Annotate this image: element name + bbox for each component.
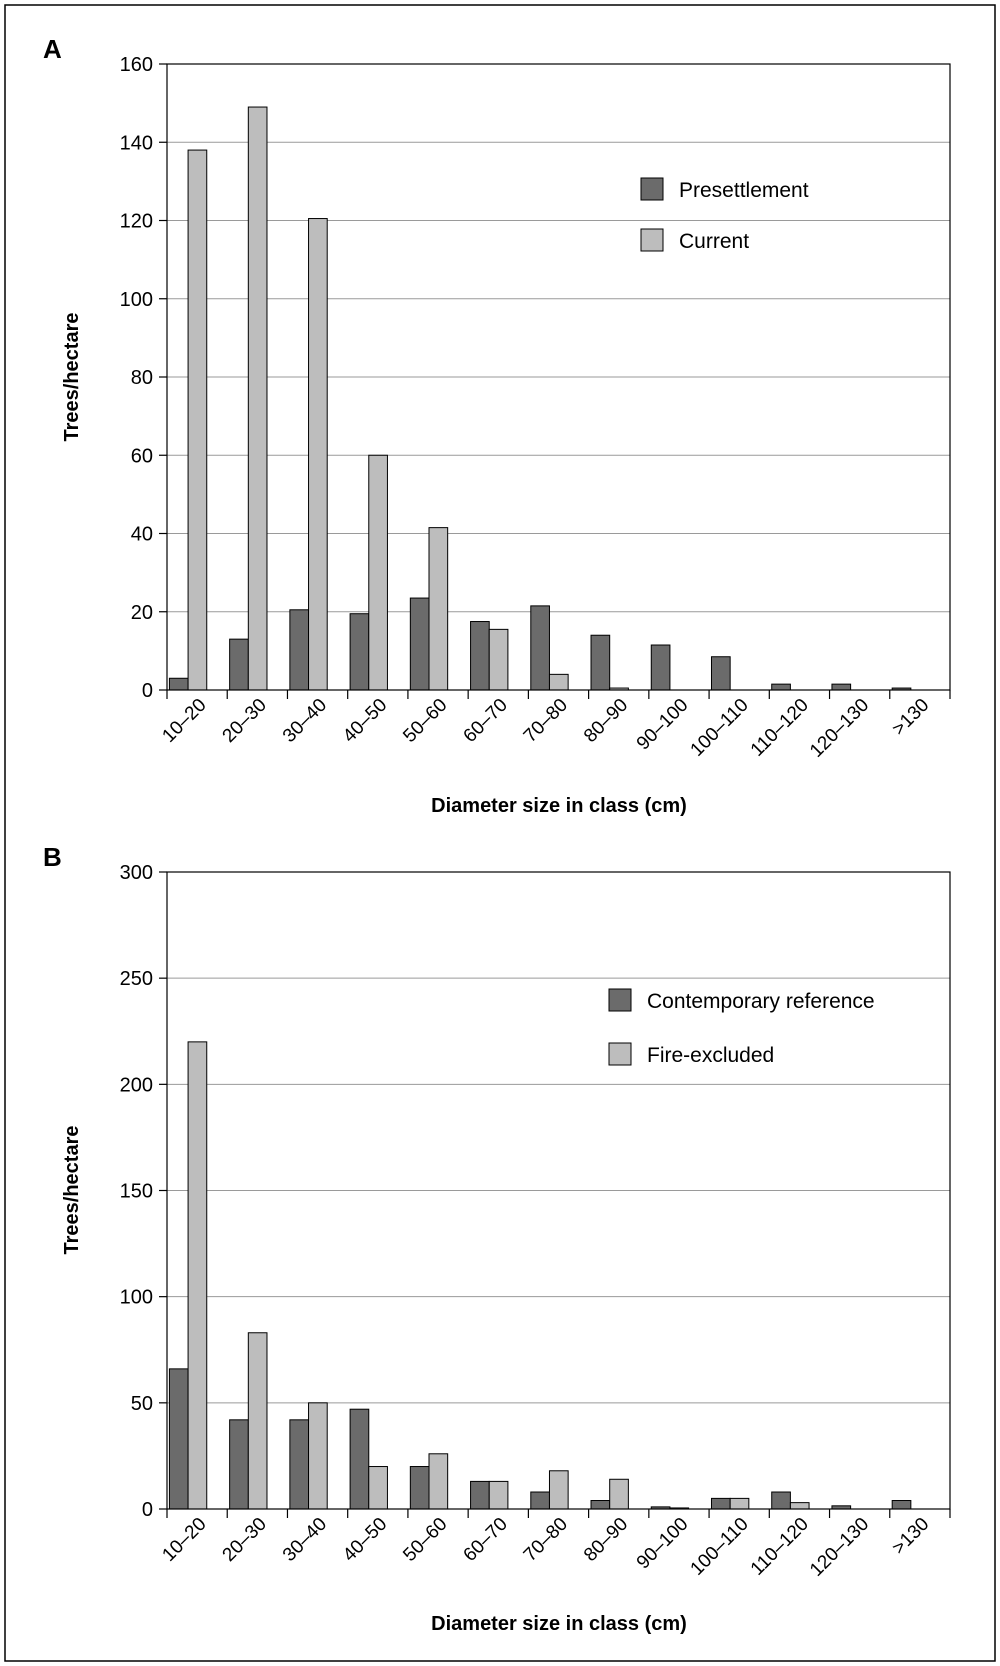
panel-b-legend: Contemporary reference Fire-excluded — [608, 988, 875, 1067]
panel-b-y-axis-title: Trees/hectare — [61, 1126, 83, 1255]
bar-presettlement-10-20 — [168, 677, 189, 691]
bar-contemporary-reference-110-120 — [771, 1491, 791, 1510]
bar-current-30-40 — [308, 218, 328, 691]
panel-letter-a: A — [43, 34, 62, 64]
bar-fire-excluded-50-60 — [428, 1453, 449, 1510]
figure-border — [4, 4, 996, 1662]
panel-letter-b: B — [43, 842, 62, 872]
y-tick-label: 0 — [142, 680, 153, 702]
bar-current-70-80 — [548, 673, 569, 691]
y-tick-label: 20 — [131, 602, 153, 624]
y-tick-label: 140 — [120, 132, 153, 154]
y-tick-label: 250 — [120, 968, 153, 990]
bar-contemporary-reference-30-40 — [289, 1419, 310, 1510]
legend-label-fire-excluded: Fire-excluded — [647, 1044, 774, 1067]
panel-b-gridlines — [167, 977, 950, 1404]
bar-fire-excluded-60-70 — [488, 1480, 509, 1510]
panel-b-bars — [168, 1041, 912, 1510]
bar-current-60-70 — [488, 628, 509, 691]
bar-presettlement-20-30 — [229, 638, 249, 691]
bar-fire-excluded-40-50 — [368, 1466, 388, 1510]
panel-a-gridlines — [167, 141, 950, 613]
panel-a-legend: Presettlement Current — [640, 177, 809, 253]
bar-presettlement-60-70 — [470, 621, 490, 691]
bar-contemporary-reference-60-70 — [470, 1480, 490, 1510]
bar-presettlement-90-100 — [650, 644, 671, 691]
legend-label-presettlement: Presettlement — [679, 179, 809, 202]
bar-fire-excluded-30-40 — [308, 1402, 328, 1510]
y-tick-label: 50 — [131, 1393, 153, 1415]
bar-presettlement-50-60 — [409, 597, 430, 691]
y-tick-label: 200 — [120, 1074, 153, 1096]
bar-contemporary-reference-70-80 — [530, 1491, 550, 1510]
bar-fire-excluded-10-20 — [187, 1041, 208, 1510]
y-tick-label: 150 — [120, 1181, 153, 1203]
bar-fire-excluded-80-90 — [609, 1478, 629, 1510]
bar-fire-excluded-70-80 — [548, 1470, 569, 1510]
bar-contemporary-reference-80-90 — [590, 1500, 611, 1510]
bar-contemporary-reference-130 — [891, 1500, 912, 1510]
bar-presettlement-40-50 — [349, 613, 370, 691]
bar-presettlement-110-120 — [771, 683, 791, 691]
legend-swatch-current — [640, 228, 664, 252]
y-tick-label: 300 — [120, 862, 153, 884]
legend-swatch-presettlement — [640, 177, 664, 201]
bar-contemporary-reference-100-110 — [710, 1497, 731, 1510]
panel-b-x-axis-title: Diameter size in class (cm) — [431, 1613, 687, 1635]
bar-current-50-60 — [428, 527, 449, 691]
legend-swatch-fire-excluded — [608, 1042, 632, 1066]
bar-contemporary-reference-40-50 — [349, 1408, 370, 1510]
bar-current-20-30 — [247, 106, 268, 691]
panel-a-x-axis-title: Diameter size in class (cm) — [431, 795, 687, 817]
panel-a-bars — [168, 106, 912, 691]
y-tick-label: 120 — [120, 211, 153, 233]
bar-contemporary-reference-10-20 — [168, 1368, 189, 1510]
legend-label-contemporary-reference: Contemporary reference — [647, 990, 875, 1013]
legend-label-current: Current — [679, 230, 749, 253]
y-tick-label: 60 — [131, 445, 153, 467]
panel-a-y-ticks: 0 20 40 60 80 100 120 140 160 — [120, 54, 167, 702]
bar-current-10-20 — [187, 149, 208, 691]
panel-b-y-ticks: 0 50 100 150 200 250 300 — [120, 862, 167, 1521]
bar-presettlement-80-90 — [590, 634, 611, 691]
bar-presettlement-30-40 — [289, 609, 310, 691]
bar-presettlement-120-130 — [831, 683, 852, 691]
legend-swatch-contemporary-reference — [608, 988, 632, 1012]
bar-fire-excluded-20-30 — [247, 1332, 268, 1510]
y-tick-label: 100 — [120, 289, 153, 311]
panel-a-y-axis-title: Trees/hectare — [61, 313, 83, 442]
y-tick-label: 0 — [142, 1499, 153, 1521]
y-tick-label: 40 — [131, 524, 153, 546]
bar-fire-excluded-100-110 — [729, 1497, 750, 1510]
bar-presettlement-70-80 — [530, 605, 550, 691]
bar-contemporary-reference-20-30 — [229, 1419, 249, 1510]
y-tick-label: 160 — [120, 54, 153, 76]
bar-presettlement-100-110 — [710, 656, 731, 691]
bar-current-40-50 — [368, 454, 388, 691]
y-tick-label: 80 — [131, 367, 153, 389]
bar-contemporary-reference-50-60 — [409, 1466, 430, 1510]
bar-fire-excluded-110-120 — [789, 1502, 810, 1510]
y-tick-label: 100 — [120, 1287, 153, 1309]
